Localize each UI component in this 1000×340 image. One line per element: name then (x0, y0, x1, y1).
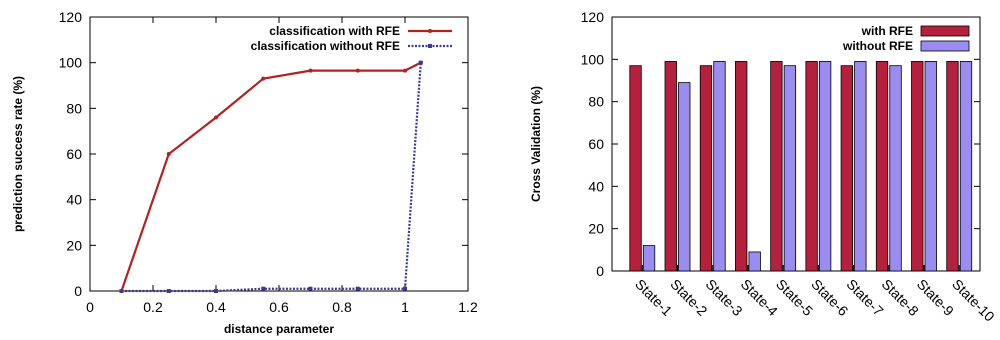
line-chart-series (119, 60, 423, 293)
data-point (308, 68, 313, 73)
y-tick-label: 60 (588, 136, 604, 152)
line-chart-y-axis-label: prediction success rate (%) (11, 76, 25, 232)
bar-with-rfe-6 (805, 61, 818, 272)
y-tick-label: 20 (588, 221, 604, 237)
legend-swatch-1 (920, 25, 970, 37)
bar-with-rfe-3 (699, 65, 713, 272)
x-tick-label: State-2 (667, 276, 710, 319)
x-tick-label: State-4 (738, 276, 781, 319)
bar-with-rfe-9 (911, 61, 924, 272)
data-point (261, 286, 266, 291)
bar-chart: 020406080100120State-1State-2State-3Stat… (529, 9, 998, 325)
data-point (308, 286, 313, 291)
bar-without-rfe-5 (783, 65, 797, 272)
legend-label-2: without RFE (842, 39, 913, 53)
x-tick-label: 0 (86, 299, 94, 315)
y-tick-label: 100 (59, 55, 83, 71)
y-tick-label: 0 (596, 263, 604, 279)
bar-without-rfe-3 (713, 61, 726, 272)
bar-with-rfe-7 (840, 65, 853, 272)
data-point (166, 289, 171, 293)
data-point (119, 289, 124, 293)
x-tick-label: State-9 (914, 276, 957, 319)
data-point (214, 289, 218, 293)
bar-with-rfe-1 (629, 65, 642, 272)
bar-with-rfe-2 (664, 61, 677, 272)
y-tick-label: 40 (588, 178, 604, 194)
bar-without-rfe-6 (818, 61, 832, 272)
y-tick-label: 80 (588, 94, 604, 110)
line-chart-plot-frame (89, 16, 469, 292)
legend-label-1: with RFE (861, 24, 913, 38)
x-tick-label: State-5 (773, 276, 816, 319)
bar-with-rfe-8 (875, 61, 889, 272)
x-tick-label: 0.8 (332, 299, 352, 315)
x-tick-label: 0.4 (206, 299, 226, 315)
series-line-2 (121, 62, 422, 293)
legend-swatch-2 (920, 40, 970, 52)
x-tick-label: State-7 (843, 276, 886, 319)
line-chart-x-axis-label: distance parameter (224, 322, 334, 336)
bar-chart-series (629, 61, 973, 272)
y-tick-label: 80 (66, 100, 82, 116)
y-tick-label: 120 (59, 9, 83, 25)
legend-label-2: classification without RFE (251, 39, 400, 53)
y-tick-label: 100 (581, 51, 605, 67)
legend-marker (428, 44, 432, 48)
bar-with-rfe-5 (770, 61, 783, 272)
bar-with-rfe-10 (946, 61, 959, 272)
x-tick-label: 0.6 (269, 299, 289, 315)
line-chart: 0 20 40 60 80 100 120 0 0.2 0.4 0.6 0.8 1 1.2 distanc… (11, 9, 478, 336)
x-tick-label: State-8 (879, 276, 922, 319)
bar-without-rfe-8 (889, 65, 902, 272)
bar-with-rfe-4 (735, 61, 748, 272)
data-point (261, 76, 266, 81)
x-tick-label: State-3 (703, 276, 746, 319)
x-tick-label: 1 (401, 299, 409, 315)
x-tick-label: 1.2 (458, 299, 478, 315)
bar-without-rfe-10 (959, 61, 973, 272)
y-tick-label: 0 (74, 283, 82, 299)
data-point (214, 115, 218, 120)
data-point (355, 68, 360, 73)
bar-without-rfe-2 (678, 82, 691, 272)
y-tick-label: 60 (66, 146, 82, 162)
y-tick-label: 120 (581, 9, 605, 25)
x-tick-label: 0.2 (143, 299, 163, 315)
x-tick-label: State-6 (808, 276, 851, 319)
data-point (403, 286, 407, 291)
bar-without-rfe-1 (642, 245, 656, 272)
bar-without-rfe-7 (854, 61, 867, 272)
bar-without-rfe-9 (924, 61, 937, 272)
data-point (355, 286, 360, 291)
x-tick-label: State-1 (632, 276, 675, 319)
bar-chart-y-axis-label: Cross Validation (%) (529, 86, 543, 202)
series-line-1 (120, 61, 422, 292)
legend-label-1: classification with RFE (269, 24, 400, 38)
line-chart-ticks: 0 20 40 60 80 100 120 0 0.2 0.4 0.6 0.8 1 1.2 (59, 9, 478, 315)
data-point (166, 152, 171, 156)
legend-marker (428, 29, 432, 33)
data-point (418, 60, 423, 65)
x-tick-label: State-10 (949, 276, 998, 325)
y-tick-label: 40 (66, 192, 82, 208)
data-point (403, 68, 407, 73)
bar-without-rfe-4 (748, 251, 761, 272)
y-tick-label: 20 (66, 237, 82, 253)
